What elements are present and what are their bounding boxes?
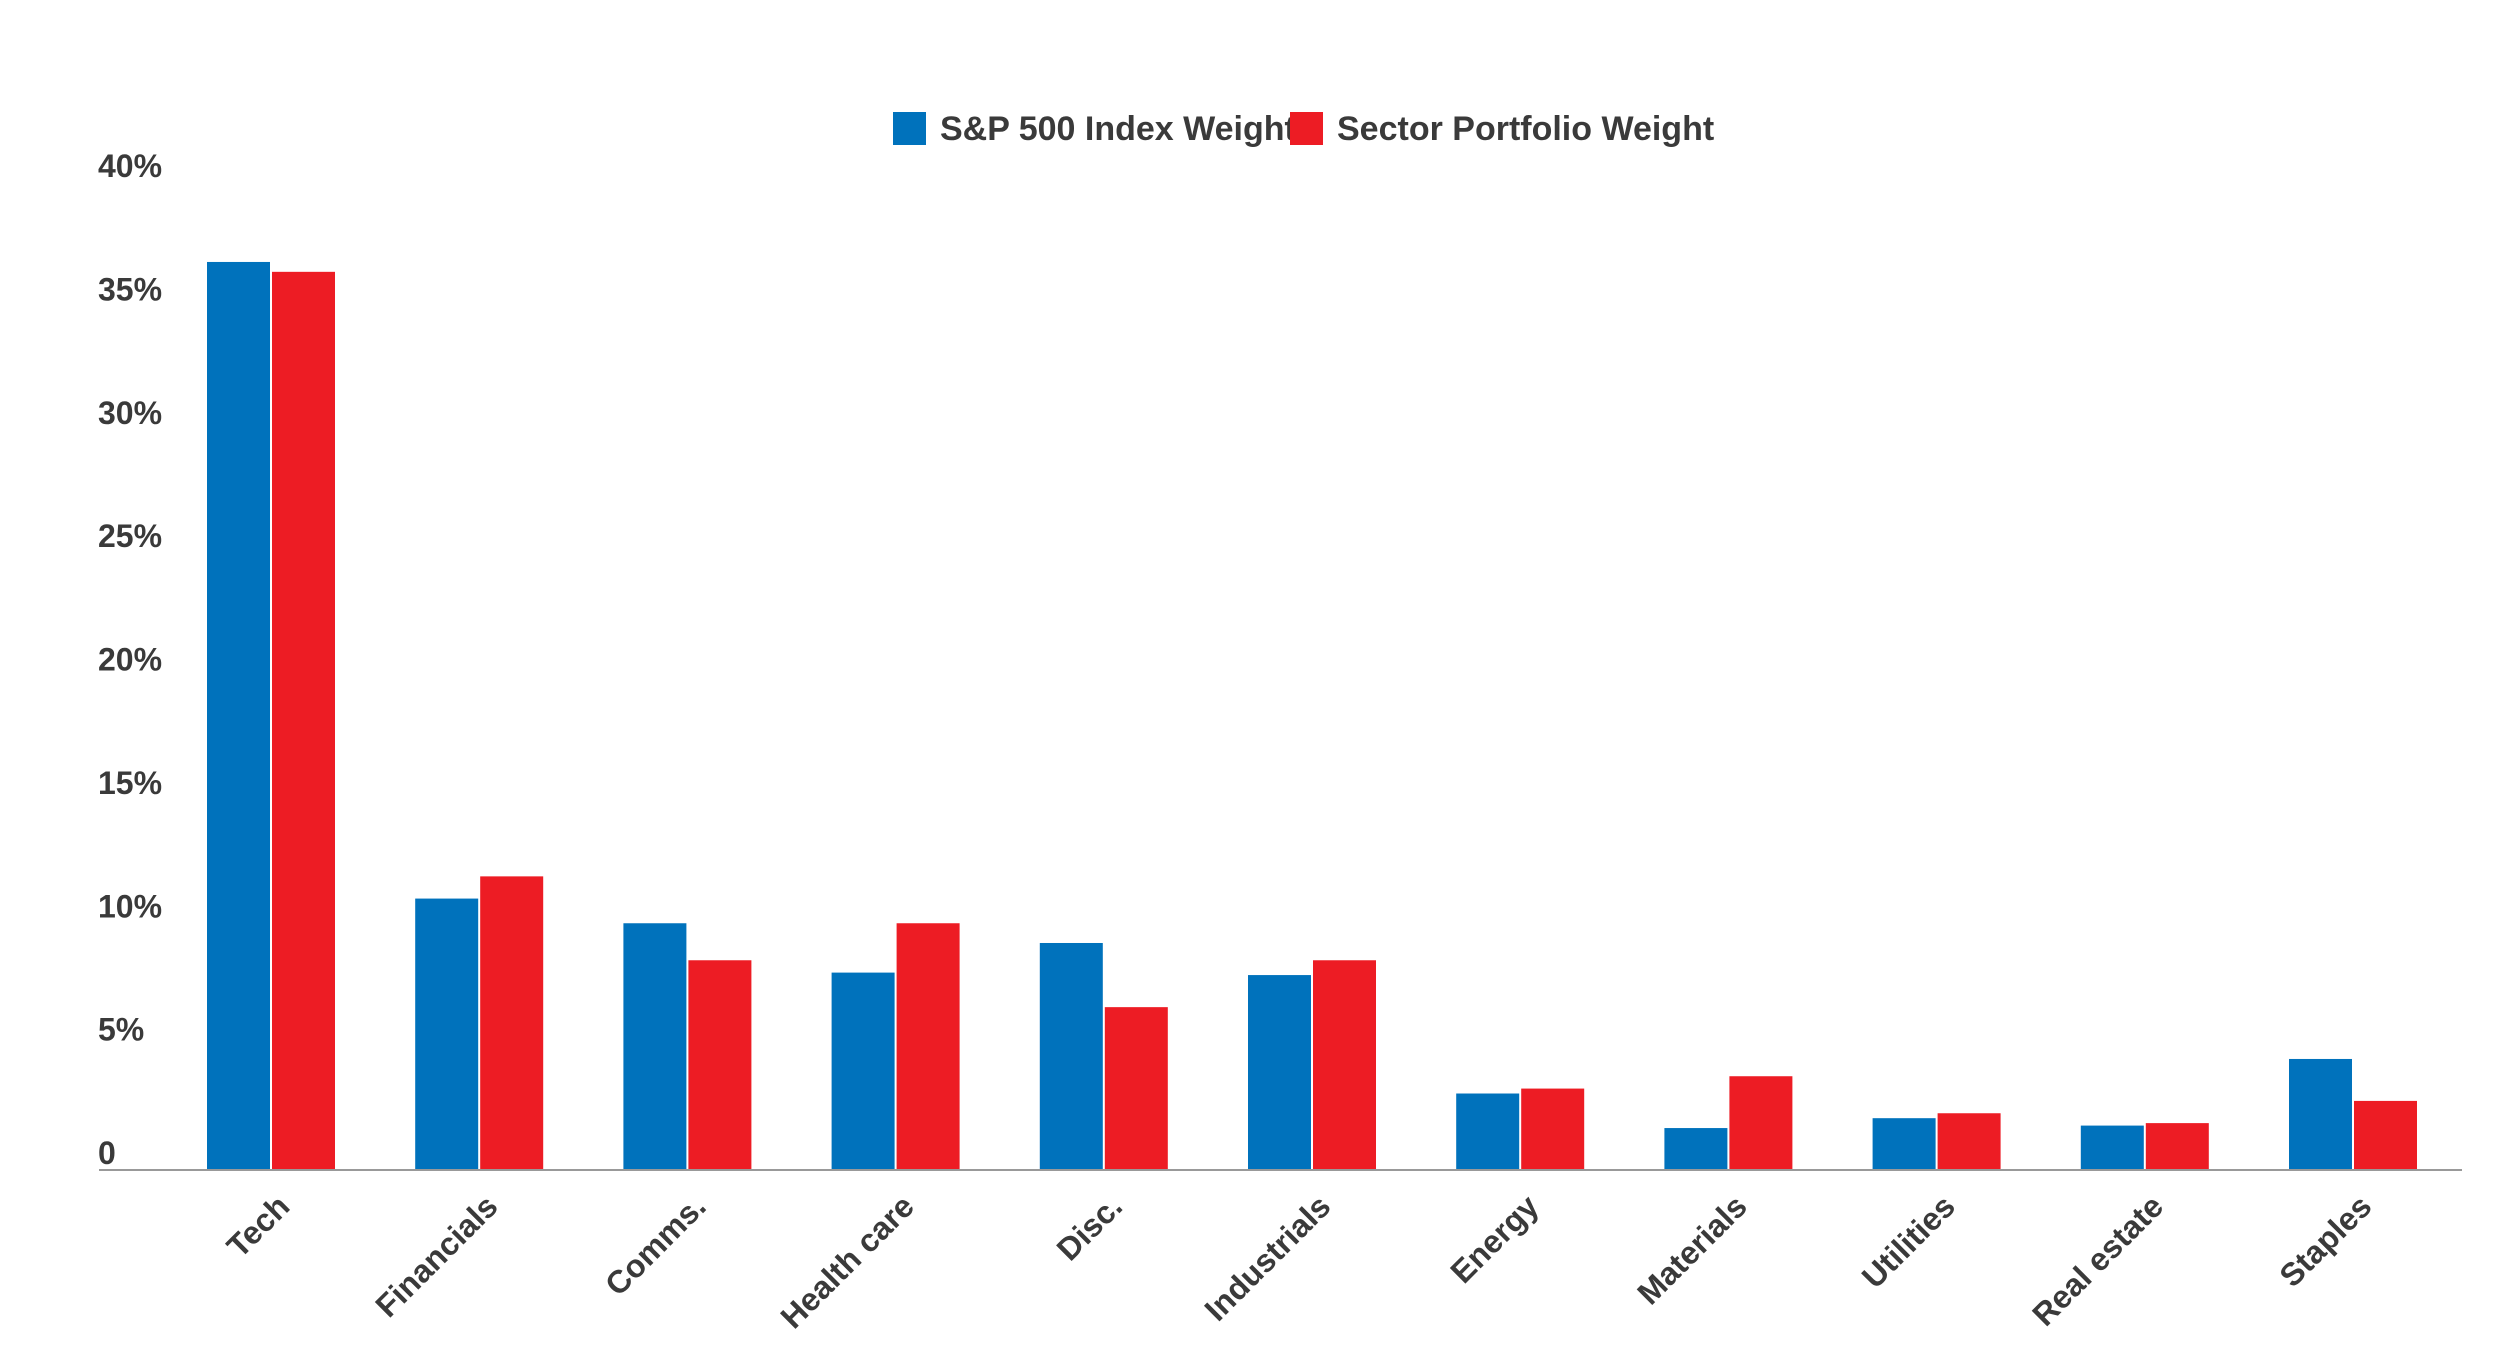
x-tick-label: Energy <box>1443 1188 1545 1290</box>
legend-swatch <box>1290 112 1323 145</box>
bar-portfolio-tech <box>272 271 335 1171</box>
bar-portfolio-staples <box>2354 1100 2417 1170</box>
x-tick-label: Health care <box>774 1188 921 1335</box>
bar-index-energy <box>1456 1093 1520 1170</box>
bar-portfolio-energy <box>1521 1088 1585 1170</box>
bar-index-real-estate <box>2080 1125 2144 1170</box>
y-tick-label: 20% <box>98 642 162 678</box>
bars <box>207 261 2417 1171</box>
y-tick-label: 15% <box>98 765 162 801</box>
bar-index-utilities <box>1872 1118 1936 1170</box>
y-tick-label: 25% <box>98 518 162 554</box>
bar-index-health-care <box>831 972 895 1170</box>
y-axis: 0 5% 10% 15% 20% 25% 30% 35% 40% <box>98 148 162 1171</box>
bar-portfolio-financials <box>480 876 544 1170</box>
y-tick-label: 30% <box>98 395 162 431</box>
y-tick-label: 0 <box>98 1135 116 1171</box>
bar-portfolio-disc <box>1104 1007 1168 1170</box>
bar-index-staples <box>2289 1058 2352 1170</box>
y-tick-label: 10% <box>98 888 162 924</box>
bar-index-industrials <box>1248 975 1311 1170</box>
y-tick-label: 5% <box>98 1012 144 1048</box>
bar-index-comms <box>623 923 687 1170</box>
bar-portfolio-real-estate <box>2145 1123 2209 1170</box>
legend-label: S&P 500 Index Weight <box>940 110 1296 148</box>
y-tick-label: 40% <box>98 148 162 184</box>
x-tick-label: Staples <box>2272 1188 2378 1294</box>
x-tick-label: Real estate <box>2025 1188 2170 1333</box>
legend-label: Sector Portfolio Weight <box>1337 110 1714 148</box>
bar-portfolio-utilities <box>1937 1113 2001 1170</box>
bar-portfolio-industrials <box>1313 960 1376 1170</box>
x-tick-label: Comms. <box>598 1188 713 1303</box>
bar-portfolio-comms <box>688 960 752 1170</box>
bar-portfolio-materials <box>1729 1076 1793 1170</box>
bar-index-materials <box>1664 1128 1728 1170</box>
x-tick-label: Financials <box>368 1188 504 1324</box>
x-tick-label: Materials <box>1630 1188 1754 1312</box>
bar-index-tech <box>207 261 270 1171</box>
legend-swatch <box>893 112 926 145</box>
x-tick-label: Disc. <box>1050 1188 1130 1268</box>
x-axis: Tech Financials Comms. Health care Disc. Indu… <box>99 1169 2462 1335</box>
x-tick-label: Utilities <box>1855 1188 1962 1295</box>
y-tick-label: 35% <box>98 271 162 307</box>
legend: S&P 500 Index Weight Sector Portfolio Wei… <box>893 110 1714 148</box>
x-tick-label: Tech <box>220 1188 297 1265</box>
bar-index-disc <box>1039 942 1103 1170</box>
x-tick-label: Industrials <box>1197 1188 1337 1328</box>
bar-portfolio-health-care <box>896 923 960 1170</box>
bar-index-financials <box>415 898 479 1170</box>
